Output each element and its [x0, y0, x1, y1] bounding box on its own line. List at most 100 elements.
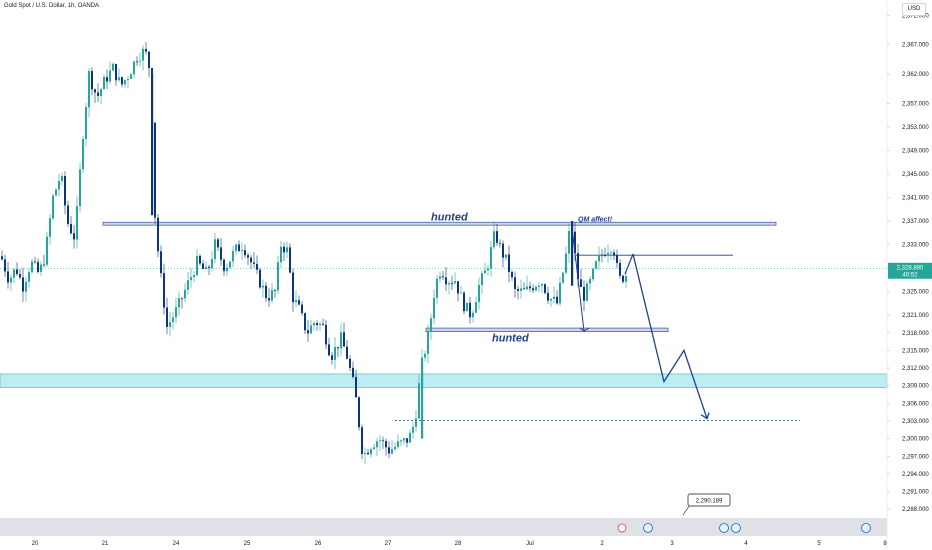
candle-body	[316, 322, 318, 325]
candle-body	[568, 231, 570, 254]
candle-body	[142, 48, 144, 61]
event-us-flag-icon	[861, 523, 871, 533]
qm-drop-line[interactable]	[571, 226, 585, 332]
candle-body	[406, 438, 408, 443]
current-price-tag[interactable]	[888, 262, 932, 279]
candle-body	[586, 283, 588, 301]
candle-body	[541, 284, 543, 286]
candle-body	[136, 61, 138, 63]
price-tick-label: 2,341.000	[902, 196, 929, 202]
candle-body	[76, 206, 78, 240]
candle-body	[37, 261, 39, 272]
candle-body	[580, 279, 582, 288]
candle-body	[598, 254, 600, 262]
candle-body	[613, 252, 615, 256]
candle-body	[478, 284, 480, 303]
candle-body	[595, 261, 597, 269]
candle-body	[322, 323, 324, 325]
candle-body	[502, 243, 504, 258]
candle-body	[28, 272, 30, 282]
hunted-bottom-rect[interactable]	[425, 327, 669, 333]
candle-body	[499, 242, 501, 244]
candle-body	[547, 292, 549, 301]
candle-body	[313, 322, 315, 326]
candle-body	[529, 286, 531, 289]
candle-body	[100, 89, 102, 96]
candle-body	[328, 344, 330, 356]
candle-body	[97, 92, 99, 96]
candle-body	[589, 279, 591, 284]
candle-body	[109, 70, 111, 82]
candle-body	[472, 312, 474, 318]
time-tick-label: 27	[385, 541, 392, 547]
candle-body	[187, 280, 189, 290]
price-tick-label: 2,309.000	[902, 384, 929, 390]
candle-body	[370, 449, 372, 455]
candles	[1, 42, 627, 464]
hunted-bottom-label: hunted	[492, 333, 529, 345]
price-tick-label: 2,291.000	[902, 490, 929, 496]
candle-body	[238, 244, 240, 252]
candle-body	[178, 298, 180, 308]
candle-body	[127, 79, 129, 81]
candle-body	[88, 71, 90, 108]
time-axis[interactable]: 20 21 24 25 26 27 28 Jul 2 3 4 5 8	[32, 541, 888, 547]
candle-body	[466, 302, 468, 312]
current-price-text: 2,328.890	[897, 265, 924, 271]
price-tick-label: 2,362.000	[902, 72, 929, 78]
candle-body	[280, 246, 282, 263]
candle-body	[205, 266, 207, 269]
projection-arrow-head	[700, 412, 710, 420]
event-us-flag-icon	[643, 523, 653, 533]
candle-body	[46, 236, 48, 265]
projection-path[interactable]	[632, 253, 708, 419]
candle-body	[343, 332, 345, 347]
symbol-title: Gold Spot / U.S. Dollar, 1h, OANDA	[4, 3, 100, 9]
candle-body	[505, 254, 507, 258]
candle-body	[463, 292, 465, 312]
candle-body	[31, 261, 33, 273]
price-tick-label: 2,306.000	[902, 401, 929, 407]
candle-body	[424, 353, 426, 358]
candle-body	[334, 347, 336, 360]
event-icons[interactable]	[617, 523, 871, 533]
time-tick-label: 20	[32, 541, 39, 547]
candle-body	[625, 276, 627, 282]
candle-body	[226, 267, 228, 272]
price-tick-label: 2,315.000	[902, 348, 929, 354]
candle-body	[244, 250, 246, 256]
price-tick-label: 2,337.000	[902, 219, 929, 225]
candle-body	[295, 300, 297, 303]
candle-body	[418, 383, 420, 419]
candle-body	[286, 247, 288, 253]
candle-body	[349, 358, 351, 368]
candle-body	[388, 447, 390, 454]
candle-body	[457, 281, 459, 294]
candle-body	[511, 271, 513, 278]
candle-body	[229, 261, 231, 268]
candle-body	[487, 268, 489, 271]
candle-body	[460, 292, 462, 294]
price-axis[interactable]: 2,372.000 2,367.000 2,362.000 2,357.000 2,35…	[887, 13, 929, 513]
candle-body	[526, 286, 528, 290]
candle-body	[271, 290, 273, 301]
candle-body	[535, 286, 537, 291]
hunted-top-rect[interactable]	[102, 221, 777, 226]
candle-body	[364, 452, 366, 454]
support-zone[interactable]	[0, 373, 888, 388]
time-tick-label: 8	[883, 541, 887, 547]
candle-body	[241, 250, 243, 252]
candle-body	[616, 255, 618, 263]
candle-body	[145, 48, 147, 52]
candle-body	[493, 231, 495, 248]
candle-body	[400, 440, 402, 442]
candle-body	[325, 324, 327, 345]
candle-body	[445, 277, 447, 285]
currency-button[interactable]: USD	[902, 3, 926, 16]
candle-body	[139, 60, 141, 62]
time-tick-label: 3	[670, 541, 674, 547]
candle-body	[166, 307, 168, 327]
target-callout-box	[687, 493, 731, 507]
candle-body	[508, 254, 510, 272]
